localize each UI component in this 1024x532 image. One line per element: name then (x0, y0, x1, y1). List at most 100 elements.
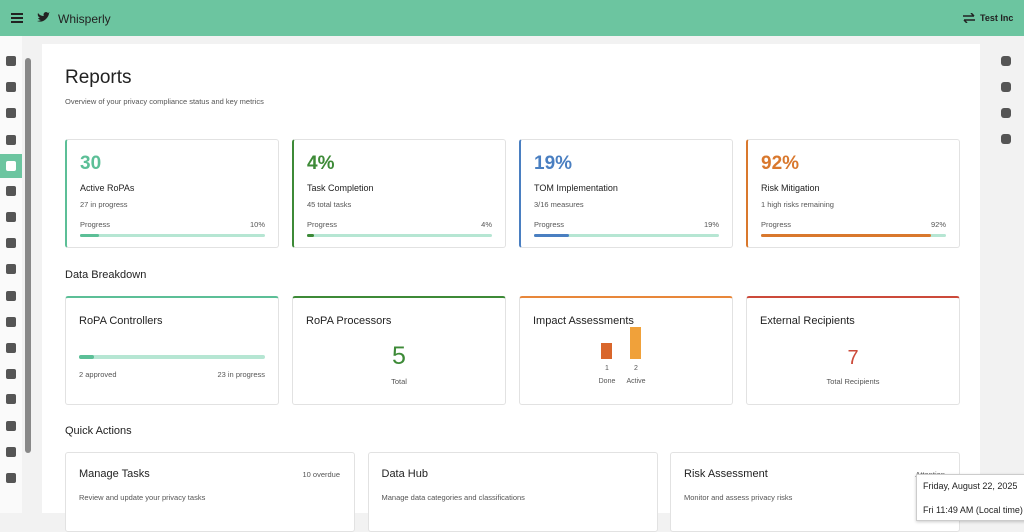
action-title: Manage Tasks (79, 468, 150, 480)
metric-card: 92% Risk Mitigation 1 high risks remaining… (746, 139, 960, 248)
section-title: Quick Actions (65, 425, 132, 437)
nav-icon[interactable] (6, 56, 16, 66)
progress-percent: 92% (930, 220, 946, 229)
metric-value: 19% (534, 153, 573, 174)
action-title: Data Hub (381, 468, 428, 480)
progress-fill (307, 234, 315, 237)
main-panel (42, 44, 980, 513)
metric-label: Task Completion (307, 183, 374, 193)
progress-percent: 10% (249, 220, 265, 229)
progress-track (534, 234, 719, 237)
card-title: Impact Assessments (533, 315, 634, 327)
bar-value: 1 (605, 365, 609, 372)
page-subtitle: Overview of your privacy compliance stat… (65, 97, 264, 106)
nav-icon[interactable] (6, 394, 16, 404)
logo-icon (37, 12, 50, 22)
nav-icon[interactable] (6, 421, 16, 431)
metric-detail: 45 total tasks (307, 200, 352, 209)
nav-icon[interactable] (6, 369, 16, 379)
nav-icon[interactable] (6, 264, 16, 274)
side-icon[interactable] (1001, 134, 1011, 144)
action-card[interactable]: Manage Tasks 10 overdue Review and update … (65, 452, 355, 532)
card-caption: Total (391, 377, 407, 386)
action-title: Risk Assessment (684, 468, 768, 480)
progress-label: Progress (80, 220, 111, 229)
progress-fill (534, 234, 570, 237)
progress-fill (79, 355, 94, 359)
scrollbar[interactable] (25, 58, 31, 453)
action-badge: 10 overdue (302, 470, 340, 479)
metric-label: Risk Mitigation (761, 183, 820, 193)
nav-icon[interactable] (6, 291, 16, 301)
nav-icon[interactable] (6, 317, 16, 327)
app-name[interactable]: Whisperly (58, 12, 111, 26)
breakdown-card: RoPA Processors 5 Total (292, 296, 506, 405)
metric-label: Active RoPAs (80, 183, 135, 193)
side-icon[interactable] (1001, 82, 1011, 92)
assessment-bar (601, 343, 612, 359)
card-caption: Total Recipients (826, 377, 880, 386)
progress-label: Progress (307, 220, 338, 229)
card-value: 7 (847, 347, 859, 369)
metric-card: 30 Active RoPAs 27 in progress Progress 10% (65, 139, 279, 248)
nav-icon[interactable] (6, 108, 16, 118)
side-icon[interactable] (1001, 56, 1011, 66)
progress-track (761, 234, 946, 237)
org-name[interactable]: Test Inc (980, 13, 1014, 23)
section-title: Data Breakdown (65, 269, 147, 281)
metric-value: 4% (307, 153, 335, 174)
tooltip-date: Friday, August 22, 2025 (923, 481, 1018, 491)
progress-track (307, 234, 492, 237)
nav-icon[interactable] (6, 212, 16, 222)
nav-icon[interactable] (6, 82, 16, 92)
progress-fill (80, 234, 99, 237)
nav-icon[interactable] (6, 135, 16, 145)
progress-percent: 19% (703, 220, 719, 229)
breakdown-card: External Recipients 7 Total Recipients (746, 296, 960, 405)
bar-label: Active (626, 378, 646, 385)
breakdown-card: Impact Assessments 1 Done 2 Active (519, 296, 733, 405)
progress-track (80, 234, 265, 237)
metric-detail: 1 high risks remaining (761, 200, 834, 209)
approved-count: 2 approved (79, 370, 117, 379)
action-description: Review and update your privacy tasks (79, 493, 206, 502)
in-progress-count: 23 in progress (217, 370, 265, 379)
action-description: Manage data categories and classificatio… (381, 493, 525, 502)
top-bar: Whisperly Test Inc (0, 0, 1024, 36)
side-icon[interactable] (1001, 108, 1011, 118)
metric-value: 30 (80, 153, 102, 174)
menu-icon[interactable] (11, 13, 23, 23)
metric-detail: 27 in progress (80, 200, 128, 209)
nav-icon[interactable] (6, 238, 16, 248)
assessment-bar (630, 327, 641, 359)
tooltip-time: Fri 11:49 AM (Local time) (923, 505, 1023, 515)
card-title: RoPA Processors (306, 315, 392, 327)
metric-detail: 3/16 measures (534, 200, 584, 209)
metric-value: 92% (761, 153, 800, 174)
bar-label: Done (598, 378, 616, 385)
nav-icon[interactable] (6, 343, 16, 353)
action-description: Monitor and assess privacy risks (684, 493, 793, 502)
bar-value: 2 (634, 365, 638, 372)
card-value: 5 (392, 342, 406, 370)
progress-label: Progress (761, 220, 792, 229)
nav-icon[interactable] (6, 186, 16, 196)
action-card[interactable]: Data Hub Manage data categories and class… (367, 452, 658, 532)
progress-percent: 4% (481, 220, 492, 229)
nav-icon[interactable] (6, 473, 16, 483)
metric-label: TOM Implementation (534, 183, 618, 193)
card-title: External Recipients (760, 315, 855, 327)
metric-card: 4% Task Completion 45 total tasks Progress 4… (292, 139, 506, 248)
nav-icon[interactable] (6, 447, 16, 457)
breakdown-card: RoPA Controllers 2 approved 23 in progress (65, 296, 279, 405)
switch-icon[interactable] (963, 13, 975, 23)
page-title: Reports (65, 67, 132, 88)
metric-card: 19% TOM Implementation 3/16 measures Progre… (519, 139, 733, 248)
nav-icon[interactable] (6, 161, 16, 171)
tooltip: Friday, August 22, 2025 Fri 11:49 AM (Lo… (916, 474, 1024, 521)
card-title: RoPA Controllers (79, 315, 163, 327)
progress-label: Progress (534, 220, 565, 229)
progress-fill (761, 234, 932, 237)
